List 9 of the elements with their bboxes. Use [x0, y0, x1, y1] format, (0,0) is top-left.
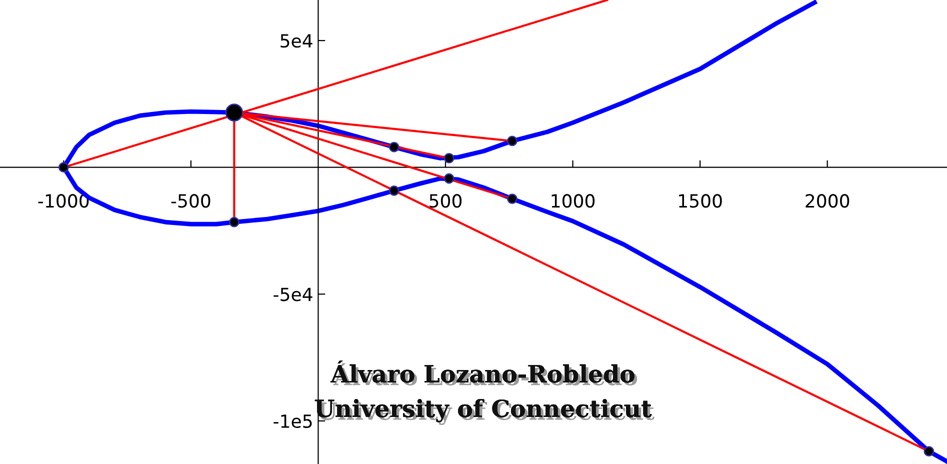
y-tick-label: 5e4: [280, 34, 312, 48]
annotation: Álvaro Lozano-Robledo: [330, 360, 638, 386]
x-tick-label: 1000: [552, 194, 595, 208]
y-tick-label: -1e5: [274, 414, 312, 428]
x-tick-label: 1500: [679, 194, 722, 208]
x-tick-label: -500: [171, 194, 210, 208]
y-tick-label: -5e4: [274, 288, 312, 302]
x-tick-label: 2000: [806, 194, 850, 208]
x-tick-label: 500: [430, 194, 462, 208]
